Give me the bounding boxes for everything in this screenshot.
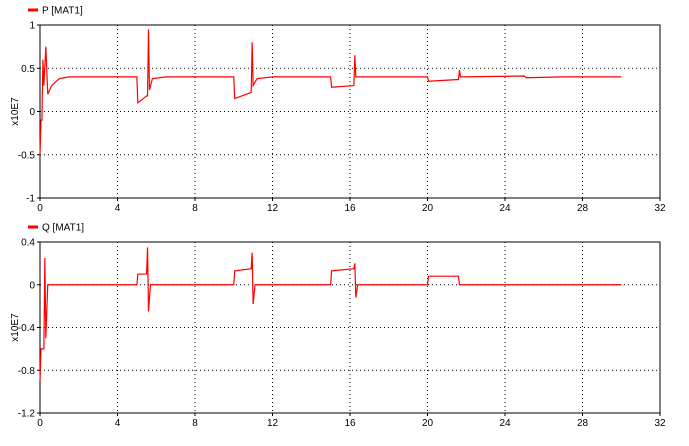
x-tick-label: 28 <box>577 203 589 214</box>
x-tick-label: 12 <box>267 203 279 214</box>
y-axis-label: x10E7 <box>10 313 21 342</box>
legend-label: Q [MAT1] <box>42 223 84 234</box>
x-tick-label: 32 <box>654 203 666 214</box>
x-tick-label: 16 <box>344 418 356 429</box>
y-tick-label: 0 <box>29 280 35 291</box>
x-tick-label: 28 <box>577 418 589 429</box>
x-tick-label: 4 <box>115 418 121 429</box>
x-tick-label: 32 <box>654 418 666 429</box>
x-tick-label: 12 <box>267 418 279 429</box>
x-tick-label: 0 <box>37 203 43 214</box>
y-tick-label: 1 <box>29 21 35 32</box>
x-tick-label: 20 <box>422 418 434 429</box>
x-tick-label: 0 <box>37 418 43 429</box>
data-line <box>39 247 622 381</box>
x-tick-label: 24 <box>499 203 511 214</box>
y-axis-label: x10E7 <box>10 97 21 126</box>
y-tick-label: -0.8 <box>18 366 36 377</box>
x-tick-label: 24 <box>499 418 511 429</box>
x-tick-label: 16 <box>344 203 356 214</box>
y-tick-label: 0.5 <box>21 64 35 75</box>
y-tick-label: -0.4 <box>18 323 36 334</box>
x-tick-label: 4 <box>115 203 121 214</box>
y-tick-label: 0.4 <box>21 238 35 249</box>
y-tick-label: 0 <box>29 107 35 118</box>
x-tick-label: 8 <box>192 418 198 429</box>
y-tick-label: -1.2 <box>18 409 36 420</box>
data-line <box>39 29 622 155</box>
x-tick-label: 20 <box>422 203 434 214</box>
y-tick-label: -1 <box>26 194 35 205</box>
legend-label: P [MAT1] <box>42 6 83 17</box>
x-tick-label: 8 <box>192 203 198 214</box>
y-tick-label: -0.5 <box>18 150 36 161</box>
